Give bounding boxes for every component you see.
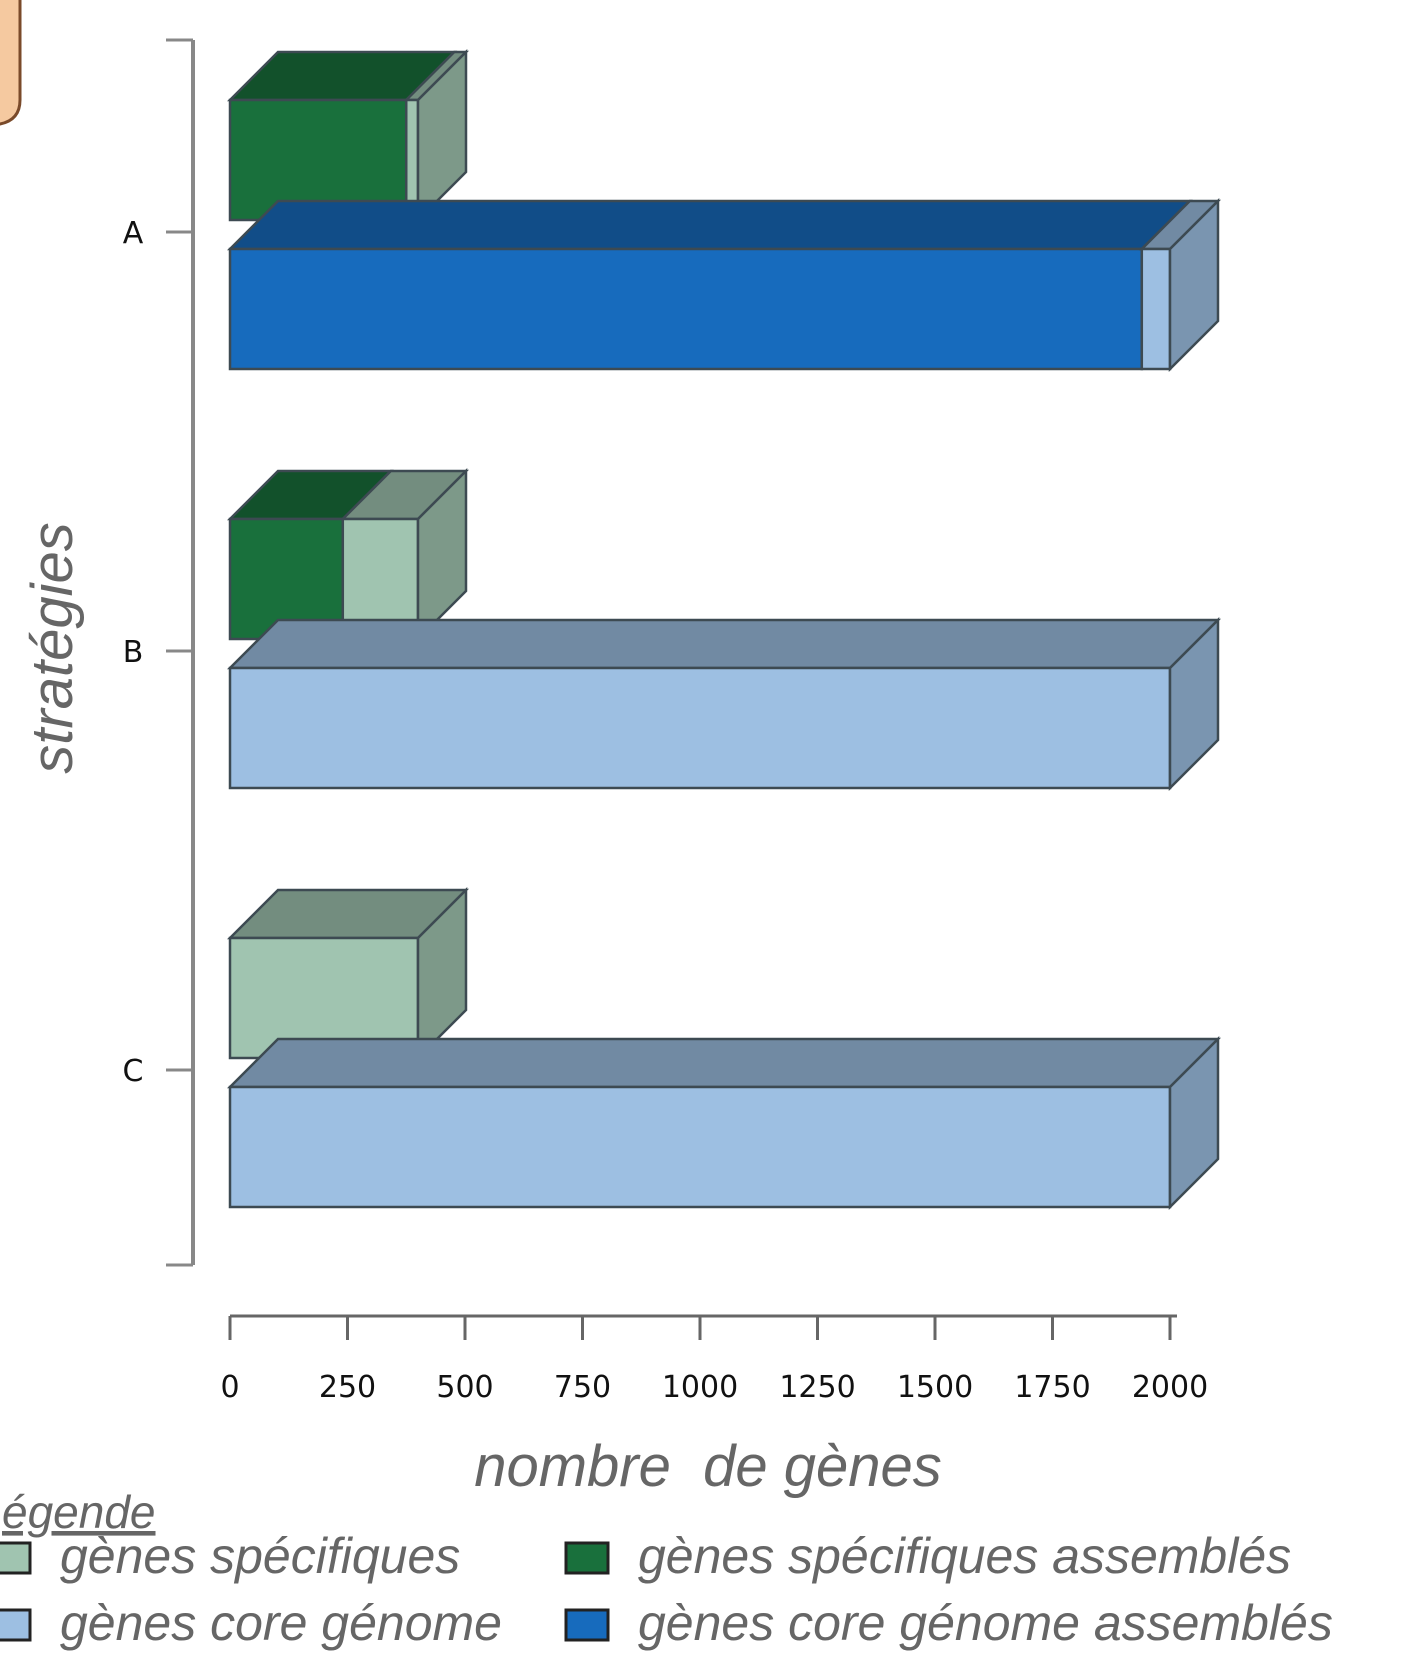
legend-label-genes-specifiques-assembles: gènes spécifiques assemblés [638,1528,1291,1584]
legend-swatch-genes-core-genome-assembles [564,1608,610,1642]
x-tick-label-1250: 1250 [779,1370,855,1405]
legend: égende gènes spécifiques gènes spécifique… [0,1486,1333,1651]
bar-b-specific-side [416,467,468,643]
stack-c-specific [226,886,470,1062]
bar-a-specific-side [416,48,468,224]
stack-c-core [226,1035,1222,1211]
bar-c-core-side [1168,1035,1220,1211]
legend-swatch-genes-core-genome [0,1608,32,1642]
bar-b-core-genes-core-genome-top [226,618,1222,670]
legend-title: égende [2,1486,156,1538]
legend-swatch-genes-specifiques [0,1541,32,1575]
bar-a-core-genes-core-genome-assembles-top [226,199,1193,251]
x-tick-label-1500: 1500 [897,1370,973,1405]
y-tick-label-a: A [123,216,144,251]
bar-c-core-genes-core-genome [228,1085,1172,1209]
legend-swatch-genes-specifiques-assembles [564,1541,610,1575]
stack-b-specific [226,467,470,643]
x-tick-label-0: 0 [220,1370,239,1405]
y-axis: A B C [123,38,195,1267]
x-tick-label-2000: 2000 [1132,1370,1208,1405]
bar-a-core-genes-core-genome-assembles [228,247,1144,371]
y-tick-label-c: C [123,1054,144,1089]
y-tick-label-b: B [123,635,144,670]
bar-a-core-genes-core-genome [1140,247,1172,371]
x-tick-label-250: 250 [319,1370,376,1405]
bar-b-core-side [1168,616,1220,792]
stack-a-core [226,197,1222,373]
x-axis-title: nombre de gènes [474,1434,942,1499]
legend-label-genes-core-genome-assembles: gènes core génome assemblés [638,1595,1333,1651]
cropped-box-decoration [0,0,22,126]
legend-label-genes-specifiques: gènes spécifiques [60,1528,460,1584]
x-tick-label-1750: 1750 [1014,1370,1090,1405]
bar-b-core-genes-core-genome [228,666,1172,790]
x-axis: 0 250 500 750 1000 1250 1500 1750 2000 [220,1314,1208,1405]
bar-c-core-genes-core-genome-top [226,1037,1222,1089]
x-tick-label-750: 750 [554,1370,611,1405]
stack-b-core [226,616,1222,792]
x-tick-label-500: 500 [436,1370,493,1405]
stack-a-specific [226,48,470,224]
bar-a-core-side [1168,197,1220,373]
y-axis-title: stratégies [20,522,85,773]
legend-label-genes-core-genome: gènes core génome [60,1595,502,1651]
bars [226,48,1222,1211]
x-tick-label-1000: 1000 [662,1370,738,1405]
bar-c-specific-side [416,886,468,1062]
